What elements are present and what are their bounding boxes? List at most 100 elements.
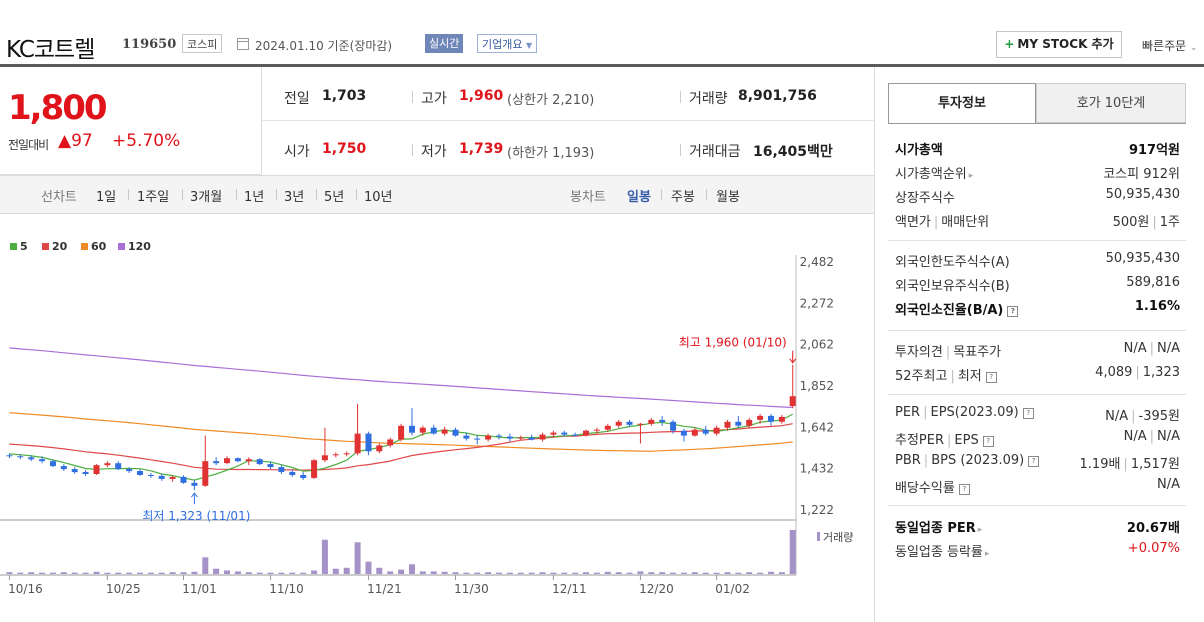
chevron-down-icon: ▼ xyxy=(525,41,533,50)
company-overview-dropdown[interactable]: 기업개요 ▼ xyxy=(477,34,538,53)
help-icon[interactable]: ? xyxy=(1028,456,1040,467)
change-percent: +5.70% xyxy=(112,131,181,151)
help-icon[interactable]: ? xyxy=(1007,306,1019,317)
legend-120: 120 xyxy=(128,240,151,253)
candle-body xyxy=(50,461,56,467)
x-tick-label: 10/16 xyxy=(8,582,43,596)
candle-body xyxy=(158,475,165,479)
period-3m[interactable]: 3개월 xyxy=(190,190,223,205)
candle-body xyxy=(648,419,655,424)
volume-bar xyxy=(615,572,622,574)
help-icon[interactable]: ? xyxy=(982,436,994,447)
period-10y[interactable]: 10년 xyxy=(364,190,393,205)
upper-limit: (상한가 2,210) xyxy=(507,93,595,108)
volume-bar xyxy=(702,572,709,574)
volume-bar xyxy=(757,572,764,574)
info-row-value: N/A xyxy=(1157,477,1180,492)
candle-body xyxy=(506,436,513,439)
volume-bar xyxy=(245,572,252,574)
period-5y[interactable]: 5년 xyxy=(324,190,345,205)
help-icon[interactable]: ? xyxy=(958,484,970,495)
period-1y[interactable]: 1년 xyxy=(244,190,265,205)
chevron-right-icon: ▸ xyxy=(968,171,974,181)
candle-body xyxy=(626,421,633,425)
volume-bar xyxy=(234,571,241,574)
info-row-label: 배당수익률? xyxy=(895,477,970,496)
volume-bar xyxy=(50,572,56,574)
tab-order-book[interactable]: 호가 10단계 xyxy=(1036,83,1186,123)
candle-daily[interactable]: 일봉 xyxy=(627,190,651,205)
divider: | xyxy=(1131,409,1136,424)
quote-row-divider xyxy=(262,120,874,121)
candle-weekly[interactable]: 주봉 xyxy=(671,190,695,205)
x-tick-label: 11/01 xyxy=(182,582,217,596)
change-label: 전일대비 xyxy=(8,138,49,152)
line-chart-label: 선차트 xyxy=(41,190,77,205)
volume-bar xyxy=(71,572,78,574)
volume-bar xyxy=(343,567,350,574)
volume-bar xyxy=(670,572,677,574)
volume-bar xyxy=(485,572,492,574)
add-my-stock-button[interactable]: + MY STOCK 추가 xyxy=(996,31,1122,58)
period-3y[interactable]: 3년 xyxy=(284,190,305,205)
amount-unit: 백만 xyxy=(807,144,833,160)
volume-bar xyxy=(321,539,328,574)
info-row-value: 917억원 xyxy=(1128,143,1180,158)
x-tick-label: 10/25 xyxy=(106,582,141,596)
candle-body xyxy=(604,425,611,430)
y-tick-label: 2,062 xyxy=(800,338,834,352)
quick-order-button[interactable]: 빠른주문 ⌄ xyxy=(1142,37,1198,54)
y-tick-label: 2,272 xyxy=(800,296,834,310)
candle-body xyxy=(539,434,546,440)
x-tick-label: 12/11 xyxy=(552,582,587,596)
price-chart[interactable]: 2,482 2,272 2,062 1,852 1,642 1,432 1,222 최고 1,… xyxy=(0,230,874,622)
candle-body xyxy=(343,453,350,455)
info-row-label[interactable]: 동일업종 등락률 ▸ xyxy=(895,545,990,560)
tab-invest-info[interactable]: 투자정보 xyxy=(888,83,1036,123)
divider: | xyxy=(933,215,939,230)
divider: | xyxy=(1149,341,1154,356)
volume-bar xyxy=(648,572,655,574)
candle-body xyxy=(202,461,209,486)
volume-bar xyxy=(680,572,687,574)
help-icon[interactable]: ? xyxy=(985,372,997,383)
volume-bar xyxy=(300,572,307,574)
divider xyxy=(412,144,413,156)
candle-body xyxy=(137,471,143,475)
candle-body xyxy=(441,429,448,434)
candle-body xyxy=(256,459,263,465)
realtime-button[interactable]: 실시간 xyxy=(425,34,464,53)
info-row-label[interactable]: 동일업종 PER ▸ xyxy=(895,521,983,536)
volume-bar xyxy=(311,570,318,574)
divider: | xyxy=(923,405,928,420)
help-icon[interactable]: ? xyxy=(1022,408,1034,419)
volume-bar xyxy=(93,571,100,574)
volume-bar xyxy=(768,571,774,574)
volume-bar xyxy=(126,572,133,574)
volume-bar xyxy=(278,572,285,574)
divider: | xyxy=(923,453,929,468)
header-divider xyxy=(0,64,1204,67)
candle-body xyxy=(267,464,274,468)
volume-bar xyxy=(137,572,143,574)
section-divider xyxy=(888,240,1186,241)
info-row-label: 외국인보유주식수(B) xyxy=(895,279,1010,294)
period-bar xyxy=(0,176,874,214)
legend-5: 5 xyxy=(20,240,28,253)
low-value: 1,739 xyxy=(459,141,504,157)
period-1d[interactable]: 1일 xyxy=(96,190,117,205)
candle-chart-label: 봉차트 xyxy=(570,190,606,205)
period-1w[interactable]: 1주일 xyxy=(137,190,170,205)
volume-bar xyxy=(6,572,13,574)
candle-body xyxy=(572,434,579,436)
volume-bar xyxy=(583,572,589,574)
info-row-label: PBR | BPS (2023.09)? xyxy=(895,453,1040,468)
right-panel xyxy=(874,67,1204,622)
candle-body xyxy=(213,461,220,464)
candle-body xyxy=(637,423,644,425)
volume-bar xyxy=(332,568,339,574)
candle-body xyxy=(615,421,622,426)
candle-monthly[interactable]: 월봉 xyxy=(716,190,740,205)
divider xyxy=(128,189,129,200)
info-row-label[interactable]: 시가총액순위 ▸ xyxy=(895,167,974,182)
